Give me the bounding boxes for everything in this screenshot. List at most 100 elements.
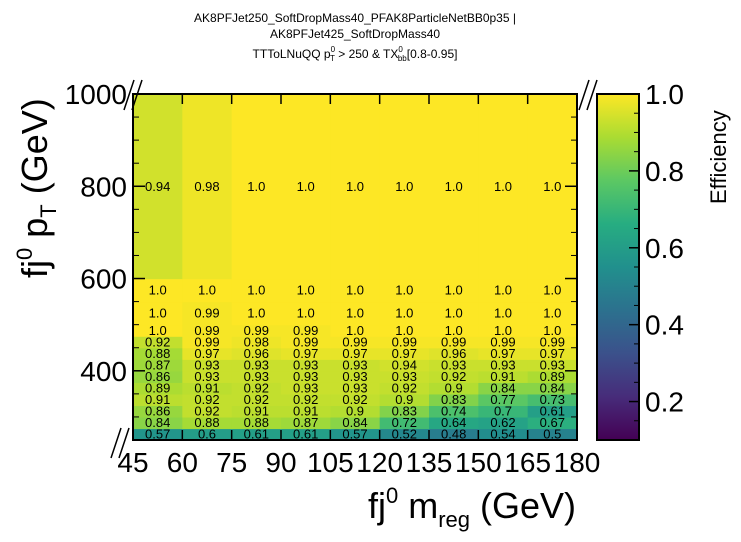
- heatmap-cell: [281, 370, 331, 383]
- heatmap-cells: [133, 94, 578, 441]
- heatmap-cell: [182, 405, 233, 418]
- heatmap-cell: [478, 382, 529, 395]
- cell-value-label: 0.89: [540, 369, 565, 384]
- heatmap-cell: [527, 301, 578, 326]
- x-tick-label: 180: [554, 447, 601, 478]
- heatmap-cell: [231, 94, 282, 280]
- cell-value-label: 0.92: [244, 392, 269, 407]
- cell-value-label: 1.0: [494, 179, 512, 194]
- break-mark: [118, 427, 130, 459]
- heatmap-cell: [330, 382, 381, 395]
- heatmap-cell: [429, 94, 479, 280]
- heatmap-cell: [527, 370, 578, 383]
- heatmap-cell: [281, 359, 331, 372]
- cell-value-label: 0.93: [392, 369, 417, 384]
- cell-value-label: 0.92: [194, 392, 219, 407]
- heatmap-cell: [478, 347, 529, 360]
- heatmap-cell: [133, 347, 183, 360]
- cell-value-label: 0.92: [441, 369, 466, 384]
- heatmap-cell: [527, 347, 578, 360]
- heatmap-cell: [133, 428, 183, 441]
- cell-value-label: 0.62: [490, 415, 515, 430]
- heatmap-cell: [379, 94, 430, 280]
- cell-value-label: 1.0: [346, 283, 364, 298]
- cell-value-label: 0.93: [342, 369, 367, 384]
- heatmap-cell: [478, 405, 529, 418]
- heatmap-cell: [231, 428, 282, 441]
- heatmap-cell: [330, 370, 381, 383]
- y-tick-label: 800: [80, 171, 127, 202]
- heatmap-cell: [478, 370, 529, 383]
- heatmap-cell: [133, 278, 183, 303]
- chart-title: AK8PFJet250_SoftDropMass40_PFAK8Particle…: [194, 11, 516, 63]
- x-tick-label: 105: [307, 447, 354, 478]
- cell-value-label: 0.99: [392, 334, 417, 349]
- heatmap-cell: [429, 393, 479, 406]
- heatmap-cell: [478, 278, 529, 303]
- x-axis: 45 60 75 90 105 120 135 150 165 180: [117, 94, 600, 478]
- heatmap-cell: [379, 428, 430, 441]
- cell-value-label: 0.93: [342, 381, 367, 396]
- cell-value-label: 0.6: [198, 427, 216, 442]
- heatmap-cell: [231, 324, 282, 337]
- y-tick-label: 600: [80, 264, 127, 295]
- heatmap-cell: [231, 278, 282, 303]
- x-tick-label: 150: [455, 447, 502, 478]
- break-mark: [586, 79, 598, 111]
- heatmap-cell: [182, 336, 233, 349]
- cell-value-label: 0.99: [342, 334, 367, 349]
- cell-value-label: 0.97: [392, 346, 417, 361]
- heatmap-cell: [527, 428, 578, 441]
- cell-value-label: 1.0: [346, 179, 364, 194]
- heatmap-cell: [429, 405, 479, 418]
- heatmap-cell: [527, 393, 578, 406]
- cell-value-label: 0.97: [342, 346, 367, 361]
- cell-value-label: 1.0: [346, 323, 364, 338]
- cell-value-label: 1.0: [395, 283, 413, 298]
- heatmap-cell: [231, 301, 282, 326]
- heatmap-cell: [133, 382, 183, 395]
- heatmap-cell: [281, 416, 331, 430]
- heatmap-cell: [527, 382, 578, 395]
- heatmap-cell: [231, 416, 282, 430]
- title-line-2: AK8PFJet425_SoftDropMass40: [270, 27, 440, 41]
- cell-value-label: 0.87: [145, 358, 170, 373]
- heatmap-cell: [133, 301, 183, 326]
- cell-value-label: 0.73: [540, 392, 565, 407]
- cell-value-label: 0.7: [494, 404, 512, 419]
- break-mark: [110, 427, 122, 459]
- cell-value-label: 0.93: [293, 381, 318, 396]
- heatmap-cell: [429, 382, 479, 395]
- cell-value-label: 0.91: [145, 392, 170, 407]
- cell-value-label: 0.9: [445, 381, 463, 396]
- heatmap-cell: [281, 324, 331, 337]
- heatmap-cell: [379, 359, 430, 372]
- heatmap-cell: [330, 359, 381, 372]
- cell-value-label: 0.87: [293, 415, 318, 430]
- cell-value-label: 1.0: [247, 283, 265, 298]
- y-tick-label: 400: [80, 356, 127, 387]
- break-mark: [123, 79, 135, 111]
- heatmap-cell: [231, 336, 282, 349]
- cell-value-label: 1.0: [297, 179, 315, 194]
- cell-value-label: 0.61: [540, 404, 565, 419]
- cell-value-label: 0.98: [194, 179, 219, 194]
- cell-value-label: 0.83: [392, 404, 417, 419]
- heatmap-cell: [379, 393, 430, 406]
- heatmap-cell: [133, 393, 183, 406]
- cell-value-label: 0.91: [490, 369, 515, 384]
- cell-value-label: 1.0: [297, 283, 315, 298]
- cell-value-label: 1.0: [445, 323, 463, 338]
- cell-value-label: 0.93: [540, 358, 565, 373]
- heatmap-cell: [379, 370, 430, 383]
- heatmap-cell: [182, 359, 233, 372]
- cell-value-label: 0.88: [194, 415, 219, 430]
- heatmap-cell: [527, 416, 578, 430]
- cell-value-label: 0.93: [490, 358, 515, 373]
- cell-value-label: 0.57: [145, 427, 170, 442]
- cell-value-label: 1.0: [247, 179, 265, 194]
- plot-frame: [132, 93, 578, 441]
- heatmap-cell: [281, 347, 331, 360]
- heatmap-cell: [182, 278, 233, 303]
